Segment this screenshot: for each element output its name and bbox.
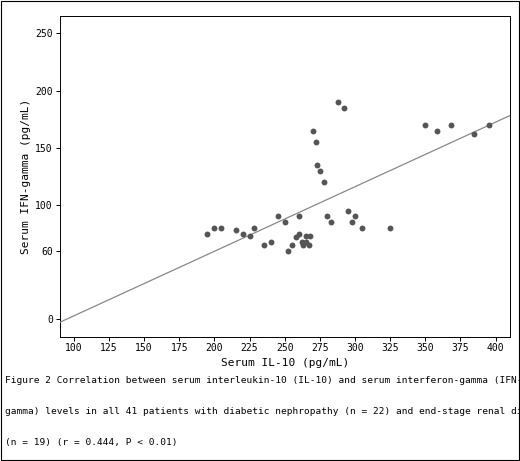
Point <box>386 224 394 231</box>
Point <box>274 213 282 220</box>
Point <box>231 226 240 234</box>
Point <box>313 161 321 169</box>
Point <box>283 247 292 254</box>
Point <box>344 207 352 214</box>
Point <box>340 104 348 112</box>
Text: Figure 2 Correlation between serum interleukin-10 (IL-10) and serum interferon-g: Figure 2 Correlation between serum inter… <box>5 376 520 385</box>
Point <box>334 98 342 106</box>
Y-axis label: Serum IFN-gamma (pg/mL): Serum IFN-gamma (pg/mL) <box>21 99 31 254</box>
Point <box>297 238 306 245</box>
Point <box>245 232 254 240</box>
Point <box>302 238 310 245</box>
Point <box>351 213 359 220</box>
Point <box>432 127 440 134</box>
Point <box>288 241 296 248</box>
Point <box>203 230 212 237</box>
Point <box>470 130 478 138</box>
X-axis label: Serum IL-10 (pg/mL): Serum IL-10 (pg/mL) <box>220 358 349 367</box>
Point <box>217 224 226 231</box>
Point <box>266 238 275 245</box>
Point <box>302 232 310 240</box>
Point <box>238 230 246 237</box>
Point <box>446 121 454 129</box>
Point <box>295 213 303 220</box>
Text: (n = 19) (r = 0.444, P < 0.01): (n = 19) (r = 0.444, P < 0.01) <box>5 438 178 448</box>
Point <box>210 224 218 231</box>
Point <box>292 233 300 241</box>
Point <box>484 121 492 129</box>
Point <box>281 219 289 226</box>
Point <box>323 213 331 220</box>
Text: gamma) levels in all 41 patients with diabetic nephropathy (n = 22) and end-stag: gamma) levels in all 41 patients with di… <box>5 407 520 416</box>
Point <box>304 241 313 248</box>
Point <box>358 224 366 231</box>
Point <box>306 232 314 240</box>
Point <box>259 241 268 248</box>
Point <box>421 121 430 129</box>
Point <box>250 224 258 231</box>
Point <box>311 138 320 146</box>
Point <box>299 241 307 248</box>
Point <box>327 219 335 226</box>
Point <box>348 219 356 226</box>
Point <box>320 178 328 186</box>
Point <box>316 167 324 174</box>
Point <box>295 230 303 237</box>
Point <box>309 127 317 134</box>
